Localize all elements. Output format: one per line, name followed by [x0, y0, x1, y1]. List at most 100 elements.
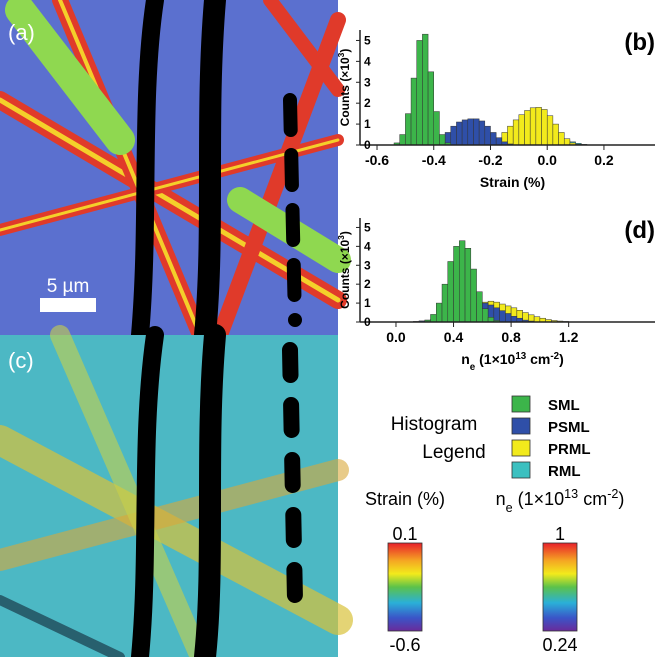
- legend-label: PRML: [548, 441, 591, 458]
- bar: [546, 115, 554, 146]
- legend-label: PSML: [548, 419, 590, 436]
- colorbar-max: 1: [555, 524, 565, 544]
- bar: [558, 132, 565, 146]
- x-tick-label: 0.0: [537, 152, 557, 168]
- label-part: e: [506, 501, 513, 515]
- label-part: ): [338, 231, 352, 235]
- image-c: (c): [0, 324, 353, 662]
- y-tick-label: 4: [364, 239, 371, 253]
- y-tick-label: 2: [364, 277, 371, 291]
- bar: [490, 132, 497, 146]
- bar: [439, 134, 446, 146]
- label-part: Counts (×10: [338, 240, 352, 309]
- bar: [464, 248, 472, 323]
- label-part: 3: [336, 52, 346, 57]
- bar: [441, 283, 449, 323]
- y-tick-label: 0: [364, 315, 371, 329]
- y-tick-label: 5: [364, 33, 371, 47]
- panel-label: (b): [624, 29, 655, 56]
- x-tick-label: 0.0: [386, 329, 406, 345]
- bar: [505, 313, 512, 323]
- legend-swatch: [511, 417, 531, 435]
- x-tick-label: 0.2: [594, 152, 614, 168]
- bar: [478, 120, 486, 146]
- bar: [495, 137, 503, 146]
- bar: [470, 268, 477, 323]
- panel-label: (c): [8, 348, 34, 373]
- x-axis-label: ne (1×1013 cm-2): [461, 351, 564, 373]
- y-tick-label: 0: [364, 138, 371, 152]
- bar: [459, 240, 466, 323]
- bar: [447, 261, 454, 323]
- legend-title: Legend: [422, 442, 485, 463]
- label-part: 13: [515, 351, 526, 362]
- legend-label: RML: [548, 463, 581, 480]
- bar: [476, 291, 483, 323]
- x-tick-label: -0.6: [365, 152, 389, 168]
- bar: [541, 109, 548, 146]
- bar: [510, 316, 518, 323]
- bar: [427, 71, 435, 146]
- bar: [493, 307, 500, 323]
- bar: [507, 125, 514, 146]
- colorbar: [387, 542, 423, 632]
- x-axis-label: Strain (%): [480, 174, 545, 190]
- legend-swatch: [511, 439, 531, 457]
- colorbar-title: ne (1×1013 cm-2): [496, 487, 625, 515]
- y-axis-label: Counts (×103): [336, 231, 352, 309]
- bar: [533, 316, 541, 323]
- bar: [399, 134, 406, 146]
- label-part: 13: [564, 487, 578, 501]
- bar: [484, 125, 491, 146]
- label-part: cm: [526, 351, 550, 367]
- legend-swatch: [511, 395, 531, 413]
- label-part: n: [496, 489, 506, 509]
- label-part: (1×10: [513, 489, 565, 509]
- bar: [467, 118, 474, 146]
- bar: [535, 107, 542, 146]
- bar: [473, 118, 480, 146]
- legend-swatch: [511, 461, 531, 479]
- bar: [410, 77, 417, 146]
- y-tick-label: 4: [364, 54, 371, 68]
- label-part: Strain (%): [365, 489, 445, 509]
- bar: [524, 110, 531, 146]
- legend-title: Histogram: [391, 414, 478, 435]
- bar: [453, 246, 460, 323]
- x-tick-label: -0.4: [422, 152, 446, 168]
- bar: [518, 114, 525, 146]
- bar: [552, 123, 559, 146]
- legend-label: SML: [548, 397, 580, 414]
- label-part: e: [470, 362, 476, 373]
- bar: [436, 302, 443, 323]
- panel-label: (d): [624, 217, 655, 244]
- y-tick-label: 2: [364, 96, 371, 110]
- colorbars: Strain (%) 0.1 -0.6 ne (1×1013 cm-2) 1 0.24: [365, 487, 624, 655]
- bar: [563, 138, 571, 146]
- bar: [482, 308, 489, 323]
- bar: [422, 33, 429, 146]
- label-part: Strain (%): [480, 174, 545, 190]
- y-axis-label: Counts (×103): [336, 49, 352, 127]
- colorbar-min: -0.6: [389, 635, 420, 655]
- y-tick-label: 5: [364, 220, 371, 234]
- y-tick-label: 1: [364, 117, 371, 131]
- scale-bar-label: 5 µm: [47, 276, 90, 297]
- bar: [433, 111, 440, 146]
- y-tick-label: 3: [364, 75, 371, 89]
- label-part: n: [461, 351, 470, 367]
- legend: SML PSML PRML RML: [511, 395, 591, 480]
- bar: [416, 40, 423, 146]
- bar: [405, 113, 412, 146]
- bar: [512, 119, 520, 146]
- label-part: -2: [550, 351, 559, 362]
- colorbar-max: 0.1: [392, 524, 417, 544]
- y-tick-label: 1: [364, 296, 371, 310]
- colorbar: [542, 542, 578, 632]
- bar: [456, 121, 463, 146]
- bar: [450, 125, 457, 146]
- bar: [499, 310, 506, 323]
